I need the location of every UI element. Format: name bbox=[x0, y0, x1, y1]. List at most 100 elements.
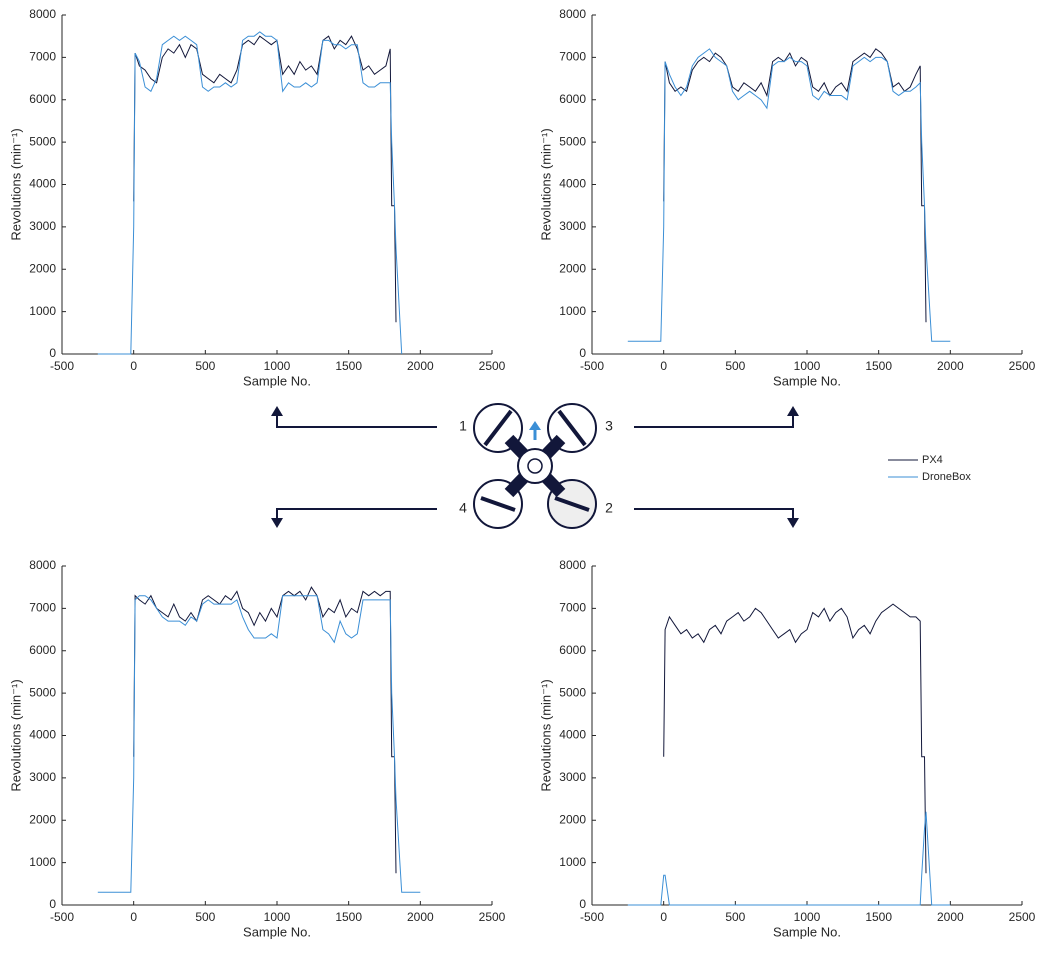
x-tick-label: 1000 bbox=[264, 910, 291, 924]
heading-arrowhead bbox=[529, 421, 541, 430]
x-tick-label: -500 bbox=[50, 359, 74, 373]
data-line bbox=[97, 31, 403, 355]
x-tick-label: 2000 bbox=[937, 359, 964, 373]
x-tick-label: 500 bbox=[725, 359, 745, 373]
y-tick-label: 0 bbox=[49, 897, 56, 911]
y-tick-label: 5000 bbox=[29, 134, 56, 148]
x-tick-label: 2000 bbox=[937, 910, 964, 924]
y-tick-label: 1000 bbox=[29, 855, 56, 869]
y-tick-label: 5000 bbox=[559, 685, 586, 699]
y-tick-label: 5000 bbox=[29, 685, 56, 699]
x-tick-label: 500 bbox=[725, 910, 745, 924]
x-tick-label: -500 bbox=[580, 910, 604, 924]
x-axis-label: Sample No. bbox=[773, 924, 841, 939]
x-tick-label: 0 bbox=[660, 359, 667, 373]
x-tick-label: 1500 bbox=[335, 910, 362, 924]
y-tick-label: 8000 bbox=[559, 558, 586, 572]
connector bbox=[634, 414, 794, 428]
x-tick-label: 2000 bbox=[407, 910, 434, 924]
motor-label: 3 bbox=[605, 418, 613, 434]
propeller bbox=[557, 409, 587, 447]
x-tick-label: 1000 bbox=[794, 359, 821, 373]
y-tick-label: 1000 bbox=[559, 855, 586, 869]
x-tick-label: 2000 bbox=[407, 359, 434, 373]
y-tick-label: 4000 bbox=[29, 728, 56, 742]
y-tick-label: 2000 bbox=[559, 812, 586, 826]
y-tick-label: 6000 bbox=[559, 92, 586, 106]
x-tick-label: 2500 bbox=[1009, 910, 1036, 924]
y-tick-label: 8000 bbox=[29, 7, 56, 21]
x-axis-label: Sample No. bbox=[243, 373, 311, 388]
y-axis-label: Revolutions (min⁻¹) bbox=[538, 679, 553, 791]
x-axis-label: Sample No. bbox=[773, 373, 841, 388]
y-tick-label: 5000 bbox=[559, 134, 586, 148]
arrow bbox=[271, 518, 283, 528]
connector bbox=[634, 508, 794, 520]
y-tick-label: 6000 bbox=[559, 643, 586, 657]
y-tick-label: 6000 bbox=[29, 92, 56, 106]
data-line bbox=[663, 48, 927, 323]
x-tick-label: 0 bbox=[130, 910, 137, 924]
y-axis-label: Revolutions (min⁻¹) bbox=[8, 128, 23, 240]
y-tick-label: 6000 bbox=[29, 643, 56, 657]
connector bbox=[276, 508, 437, 520]
x-tick-label: 1000 bbox=[264, 359, 291, 373]
x-axis-label: Sample No. bbox=[243, 924, 311, 939]
connector bbox=[276, 414, 437, 428]
y-tick-label: 2000 bbox=[559, 261, 586, 275]
y-tick-label: 0 bbox=[579, 346, 586, 360]
x-tick-label: 1500 bbox=[865, 910, 892, 924]
data-line bbox=[133, 586, 397, 874]
y-tick-label: 3000 bbox=[559, 219, 586, 233]
y-tick-label: 8000 bbox=[559, 7, 586, 21]
motor-label: 2 bbox=[605, 500, 613, 516]
x-tick-label: 500 bbox=[195, 910, 215, 924]
y-tick-label: 0 bbox=[579, 897, 586, 911]
y-tick-label: 1000 bbox=[559, 304, 586, 318]
y-tick-label: 4000 bbox=[29, 177, 56, 191]
legend-label: PX4 bbox=[922, 454, 943, 466]
y-tick-label: 7000 bbox=[29, 601, 56, 615]
y-tick-label: 7000 bbox=[559, 601, 586, 615]
x-tick-label: 2500 bbox=[1009, 359, 1036, 373]
y-tick-label: 7000 bbox=[559, 50, 586, 64]
y-tick-label: 4000 bbox=[559, 177, 586, 191]
data-line bbox=[627, 811, 951, 906]
x-tick-label: 2500 bbox=[479, 359, 506, 373]
x-tick-label: 1000 bbox=[794, 910, 821, 924]
propeller bbox=[480, 496, 516, 512]
y-tick-label: 2000 bbox=[29, 812, 56, 826]
propeller bbox=[554, 496, 590, 512]
y-tick-label: 2000 bbox=[29, 261, 56, 275]
arrow bbox=[787, 406, 799, 416]
y-tick-label: 1000 bbox=[29, 304, 56, 318]
data-line bbox=[133, 35, 397, 323]
y-tick-label: 7000 bbox=[29, 50, 56, 64]
legend-label: DroneBox bbox=[922, 471, 971, 483]
arrow bbox=[787, 518, 799, 528]
x-tick-label: 2500 bbox=[479, 910, 506, 924]
y-tick-label: 3000 bbox=[29, 219, 56, 233]
x-tick-label: 1500 bbox=[335, 359, 362, 373]
y-tick-label: 0 bbox=[49, 346, 56, 360]
x-tick-label: -500 bbox=[50, 910, 74, 924]
x-tick-label: 0 bbox=[660, 910, 667, 924]
x-tick-label: 0 bbox=[130, 359, 137, 373]
y-tick-label: 4000 bbox=[559, 728, 586, 742]
y-axis-label: Revolutions (min⁻¹) bbox=[538, 128, 553, 240]
drone-diagram bbox=[271, 403, 799, 529]
data-line bbox=[663, 603, 927, 874]
y-tick-label: 8000 bbox=[29, 558, 56, 572]
propeller bbox=[483, 409, 513, 447]
motor-label: 4 bbox=[459, 500, 467, 516]
y-tick-label: 3000 bbox=[559, 770, 586, 784]
y-axis-label: Revolutions (min⁻¹) bbox=[8, 679, 23, 791]
x-tick-label: 500 bbox=[195, 359, 215, 373]
x-tick-label: 1500 bbox=[865, 359, 892, 373]
arrow bbox=[271, 406, 283, 416]
x-tick-label: -500 bbox=[580, 359, 604, 373]
y-tick-label: 3000 bbox=[29, 770, 56, 784]
data-line bbox=[627, 48, 951, 342]
body bbox=[517, 448, 553, 484]
